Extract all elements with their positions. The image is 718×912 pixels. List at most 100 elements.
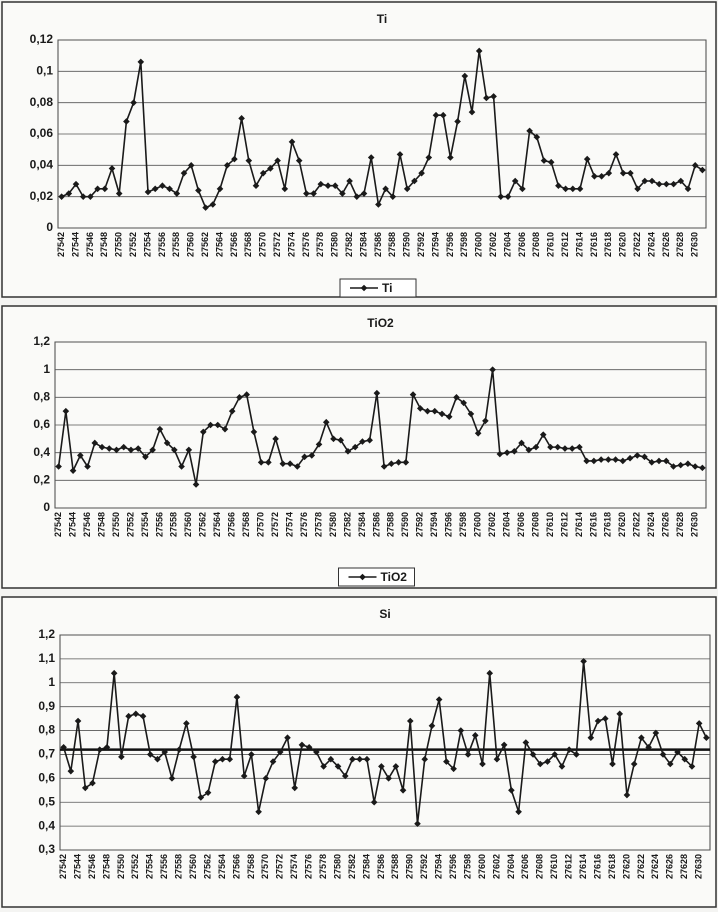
data-point bbox=[231, 155, 238, 163]
x-tick-label: 27608 bbox=[530, 512, 540, 537]
x-tick-label: 27572 bbox=[270, 512, 280, 537]
x-tick-label: 27590 bbox=[405, 854, 415, 879]
data-point bbox=[414, 820, 421, 828]
data-point bbox=[471, 732, 479, 739]
data-point bbox=[633, 452, 641, 459]
data-point bbox=[699, 166, 706, 174]
x-tick-label: 27604 bbox=[501, 512, 511, 537]
data-point bbox=[137, 58, 145, 66]
x-tick-label: 27546 bbox=[85, 232, 95, 257]
data-point bbox=[612, 151, 620, 158]
x-tick-label: 27586 bbox=[376, 854, 386, 879]
x-tick-label: 27580 bbox=[330, 232, 340, 257]
data-point bbox=[344, 447, 352, 455]
data-point bbox=[349, 755, 356, 763]
chart-title: Si bbox=[379, 607, 390, 621]
data-point bbox=[197, 794, 205, 801]
data-point bbox=[406, 717, 414, 725]
x-tick-label: 27550 bbox=[114, 232, 124, 257]
x-tick-label: 27582 bbox=[347, 854, 357, 879]
data-point bbox=[670, 463, 677, 470]
data-point bbox=[334, 763, 342, 770]
x-tick-label: 27596 bbox=[445, 232, 455, 257]
data-point bbox=[130, 99, 137, 106]
data-point bbox=[125, 712, 132, 720]
x-tick-label: 27562 bbox=[202, 854, 212, 879]
data-point bbox=[662, 457, 670, 465]
y-tick-label: 0,6 bbox=[33, 417, 50, 431]
data-point bbox=[504, 193, 512, 200]
data-point bbox=[659, 751, 667, 758]
x-tick-label: 27564 bbox=[217, 854, 227, 879]
y-tick-label: 0,06 bbox=[30, 126, 54, 140]
data-point bbox=[428, 722, 436, 730]
data-point bbox=[322, 418, 330, 426]
data-point bbox=[490, 93, 497, 100]
data-point bbox=[151, 185, 159, 193]
y-tick-label: 0 bbox=[43, 500, 50, 514]
data-point bbox=[291, 784, 299, 792]
data-point bbox=[467, 410, 475, 418]
x-tick-label: 27568 bbox=[243, 232, 253, 257]
data-point bbox=[388, 460, 395, 468]
x-tick-label: 27586 bbox=[373, 232, 383, 257]
data-point bbox=[301, 453, 308, 461]
data-point bbox=[486, 669, 494, 677]
data-point bbox=[450, 765, 457, 773]
data-point bbox=[497, 193, 505, 200]
data-point bbox=[81, 784, 89, 792]
data-point bbox=[641, 177, 649, 185]
data-point bbox=[532, 443, 540, 451]
x-tick-label: 27596 bbox=[444, 512, 454, 537]
x-tick-label: 27628 bbox=[675, 232, 685, 257]
data-point bbox=[221, 425, 229, 433]
data-point bbox=[554, 443, 562, 451]
y-tick-label: 1 bbox=[43, 362, 50, 376]
y-tick-label: 0,4 bbox=[33, 445, 50, 459]
x-tick-label: 27590 bbox=[400, 512, 410, 537]
x-tick-label: 27616 bbox=[589, 232, 599, 257]
data-point bbox=[341, 772, 349, 780]
x-tick-label: 27570 bbox=[256, 512, 266, 537]
x-tick-label: 27622 bbox=[636, 854, 646, 879]
data-point bbox=[351, 443, 359, 451]
x-tick-label: 27548 bbox=[99, 232, 109, 257]
data-point bbox=[619, 169, 627, 177]
data-point bbox=[298, 741, 306, 749]
data-point bbox=[655, 180, 663, 188]
x-tick-label: 27578 bbox=[318, 854, 328, 879]
x-tick-label: 27542 bbox=[56, 232, 66, 257]
data-point bbox=[175, 746, 183, 753]
data-point bbox=[536, 760, 544, 768]
x-tick-label: 27624 bbox=[650, 854, 660, 879]
data-point bbox=[666, 760, 674, 768]
x-tick-label: 27614 bbox=[578, 854, 588, 879]
data-point bbox=[269, 758, 277, 765]
x-tick-label: 27576 bbox=[301, 232, 311, 257]
x-tick-label: 27630 bbox=[694, 854, 704, 879]
y-tick-label: 0,7 bbox=[38, 747, 55, 761]
data-point bbox=[337, 436, 345, 444]
data-point bbox=[674, 748, 681, 756]
x-tick-label: 27630 bbox=[690, 232, 700, 257]
x-tick-label: 27606 bbox=[517, 232, 527, 257]
data-point bbox=[612, 456, 619, 463]
x-tick-label: 27620 bbox=[617, 512, 627, 537]
data-point bbox=[568, 445, 576, 452]
x-tick-label: 27616 bbox=[592, 854, 602, 879]
data-point bbox=[132, 710, 140, 718]
data-point bbox=[286, 460, 294, 468]
data-point bbox=[96, 746, 104, 753]
data-point bbox=[183, 720, 190, 727]
data-point bbox=[382, 185, 389, 193]
x-tick-label: 27554 bbox=[145, 854, 155, 879]
data-point bbox=[219, 755, 226, 763]
data-point bbox=[547, 158, 555, 166]
data-point bbox=[511, 447, 518, 455]
data-point bbox=[373, 389, 381, 397]
data-point bbox=[228, 407, 236, 415]
x-tick-label: 27544 bbox=[70, 232, 80, 257]
data-point bbox=[103, 743, 111, 751]
data-point bbox=[539, 431, 547, 438]
data-point bbox=[110, 669, 118, 677]
